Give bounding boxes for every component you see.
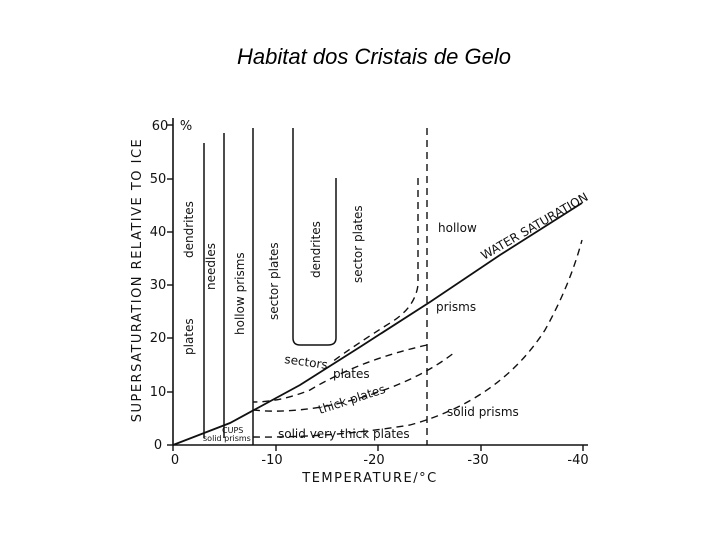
y-unit-label: % — [180, 119, 192, 134]
region-labels: plates dendrites needles hollow prisms s… — [182, 201, 519, 443]
y-tick-label: 40 — [150, 225, 167, 240]
x-tick-label: -20 — [363, 453, 384, 468]
dashed-curve-thick-plates — [252, 351, 456, 412]
slide-title: Habitat dos Cristais de Gelo — [237, 44, 511, 69]
label-plates-lower: plates — [333, 367, 370, 381]
y-tick-label: 30 — [150, 278, 167, 293]
label-plates: plates — [182, 318, 196, 355]
dashed-curve-solid — [252, 239, 583, 438]
label-cups: CUPS — [222, 426, 243, 435]
x-tick-labels: 0 -10 -20 -30 -40 — [171, 453, 589, 468]
x-tick-label: -40 — [567, 453, 588, 468]
label-sector-plates-right: sector plates — [351, 205, 365, 283]
water-saturation-line — [172, 202, 583, 446]
y-tick-labels: 0 10 20 30 40 50 60 % — [150, 119, 192, 453]
label-solid-prisms: solid prisms — [447, 405, 519, 419]
water-saturation-label: WATER SATURATION — [479, 190, 591, 263]
label-dendrites-left: dendrites — [182, 201, 196, 258]
y-tick-label: 20 — [150, 331, 167, 346]
label-needles: needles — [204, 243, 218, 290]
label-solid-prisms-small: solid prisms — [203, 434, 251, 443]
x-axis-title: TEMPERATURE/°C — [301, 471, 437, 486]
y-tick-marks — [167, 124, 173, 446]
x-tick-label: -30 — [467, 453, 488, 468]
x-tick-marks — [172, 445, 584, 451]
dendrite-zone-boundary — [292, 128, 337, 346]
label-prisms: prisms — [436, 300, 476, 314]
y-tick-label: 60 — [152, 119, 169, 134]
label-hollow-prisms: hollow prisms — [233, 252, 247, 335]
x-tick-label: -10 — [261, 453, 282, 468]
y-axis-title: SUPERSATURATION RELATIVE TO ICE — [130, 138, 145, 423]
label-solid-very-thick-plates: solid very thick plates — [278, 427, 410, 441]
regime-boundaries — [203, 128, 337, 445]
x-tick-label: 0 — [171, 453, 179, 468]
y-tick-label: 10 — [150, 385, 167, 400]
label-hollow: hollow — [438, 221, 477, 235]
dashed-boundaries — [252, 128, 583, 445]
label-sector-plates-mid: sector plates — [267, 242, 281, 320]
y-tick-label: 50 — [150, 172, 167, 187]
label-thick-plates: thick plates — [317, 382, 388, 417]
dashed-curve-sector-plates — [331, 178, 419, 363]
label-dendrites-mid: dendrites — [309, 221, 323, 278]
label-sectors: sectors — [284, 352, 329, 372]
y-tick-label: 0 — [154, 438, 162, 453]
